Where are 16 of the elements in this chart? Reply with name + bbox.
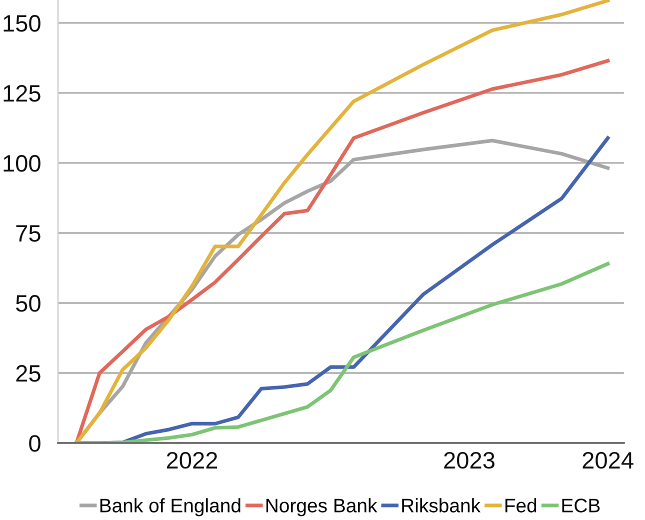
y-tick-label: 75 (16, 225, 40, 242)
line-series (74, 262, 610, 443)
x-tick-label: 2023 (444, 452, 494, 469)
legend-label: Bank of England (100, 498, 240, 516)
legend-label: Fed (505, 498, 536, 512)
legend-label: Norges Bank (266, 498, 378, 516)
y-tick-label: 100 (4, 155, 40, 172)
y-tick-label: 150 (4, 15, 40, 32)
legend-label: ECB (562, 498, 600, 512)
x-tick-label: 2022 (166, 452, 218, 469)
y-tick-label: 125 (4, 85, 40, 102)
y-tick-label: 50 (16, 295, 40, 312)
y-tick-label: 0 (29, 435, 40, 452)
x-tick-label: 2024 (582, 452, 634, 469)
legend-label: Riksbank (402, 498, 481, 512)
y-tick-label: 25 (16, 365, 40, 382)
